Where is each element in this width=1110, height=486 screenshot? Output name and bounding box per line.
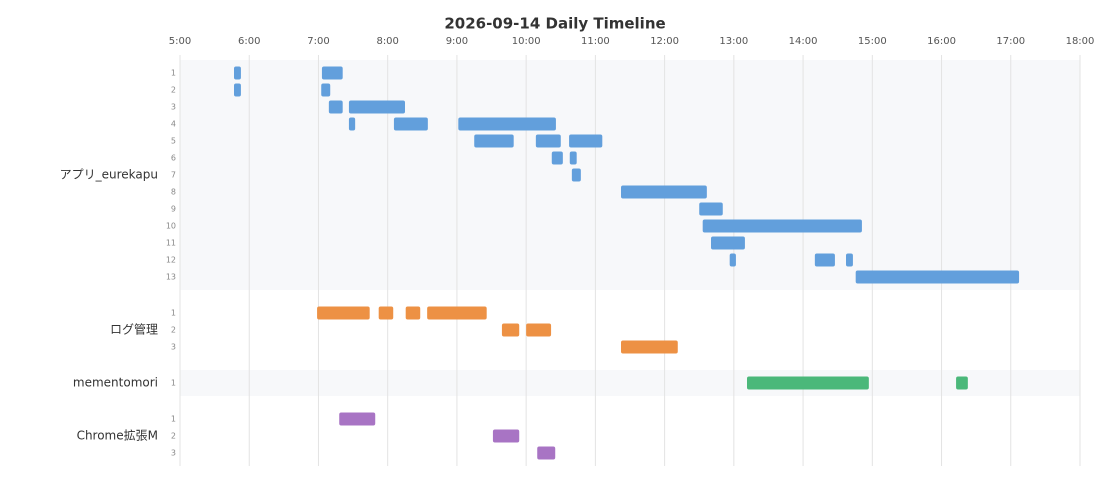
row-label: 2 — [171, 86, 176, 95]
row-label: 3 — [171, 103, 176, 112]
bar — [234, 83, 241, 97]
bar — [855, 270, 1020, 284]
bar — [621, 340, 678, 354]
row-label: 7 — [171, 171, 176, 180]
x-tick-label: 5:00 — [169, 36, 191, 47]
row-label: 4 — [171, 120, 176, 129]
row-label: 3 — [171, 449, 176, 458]
bar — [328, 100, 343, 114]
bar — [956, 376, 968, 390]
row-label: 3 — [171, 343, 176, 352]
x-tick-label: 9:00 — [446, 36, 468, 47]
bar — [747, 376, 869, 390]
bar — [321, 66, 343, 80]
group-band — [180, 60, 1080, 290]
x-tick-label: 13:00 — [719, 36, 748, 47]
bar — [551, 151, 563, 165]
row-label: 11 — [166, 239, 176, 248]
bar — [317, 306, 370, 320]
bar — [846, 253, 853, 267]
x-tick-label: 16:00 — [927, 36, 956, 47]
bar — [405, 306, 421, 320]
bar — [348, 100, 405, 114]
marks — [234, 66, 1020, 460]
bar — [321, 83, 331, 97]
x-tick-label: 12:00 — [650, 36, 679, 47]
bar — [699, 202, 723, 216]
bands — [180, 60, 1080, 396]
row-label: 1 — [171, 379, 176, 388]
bar — [458, 117, 556, 131]
x-tick-label: 17:00 — [996, 36, 1025, 47]
x-tick-label: 18:00 — [1066, 36, 1095, 47]
bar — [535, 134, 561, 148]
row-label: 6 — [171, 154, 176, 163]
row-label: 2 — [171, 432, 176, 441]
bar — [492, 429, 520, 443]
bar — [702, 219, 862, 233]
row-label: 10 — [166, 222, 176, 231]
row-label: 9 — [171, 205, 176, 214]
chart-title: 2026-09-14 Daily Timeline — [444, 15, 665, 33]
row-label: 8 — [171, 188, 176, 197]
bar — [348, 117, 356, 131]
group-band — [180, 370, 1080, 396]
bar — [427, 306, 487, 320]
bar — [814, 253, 835, 267]
x-tick-label: 6:00 — [238, 36, 260, 47]
x-tick-label: 11:00 — [581, 36, 610, 47]
x-tick-label: 15:00 — [858, 36, 887, 47]
x-tick-label: 14:00 — [789, 36, 818, 47]
bar — [526, 323, 552, 337]
row-label: 5 — [171, 137, 176, 146]
row-label: 1 — [171, 309, 176, 318]
x-tick-label: 7:00 — [307, 36, 329, 47]
bar — [569, 134, 603, 148]
bar — [378, 306, 394, 320]
bar — [339, 412, 376, 426]
bar — [501, 323, 520, 337]
group-label: ログ管理 — [110, 322, 158, 337]
x-tick-label: 10:00 — [512, 36, 541, 47]
bar — [621, 185, 707, 199]
row-label: 12 — [166, 256, 176, 265]
row-label: 13 — [166, 273, 176, 282]
bar — [234, 66, 241, 80]
group-label: Chrome拡張M — [77, 429, 158, 443]
bar — [729, 253, 736, 267]
row-label: 2 — [171, 326, 176, 335]
group-label: mementomori — [73, 376, 158, 390]
bar — [569, 151, 577, 165]
bar — [393, 117, 428, 131]
row-label: 1 — [171, 69, 176, 78]
bar — [474, 134, 514, 148]
row-label: 1 — [171, 415, 176, 424]
bar — [571, 168, 581, 182]
x-tick-label: 8:00 — [376, 36, 398, 47]
group-label: アプリ_eurekapu — [60, 168, 158, 182]
bar — [537, 446, 556, 460]
bar — [711, 236, 745, 250]
